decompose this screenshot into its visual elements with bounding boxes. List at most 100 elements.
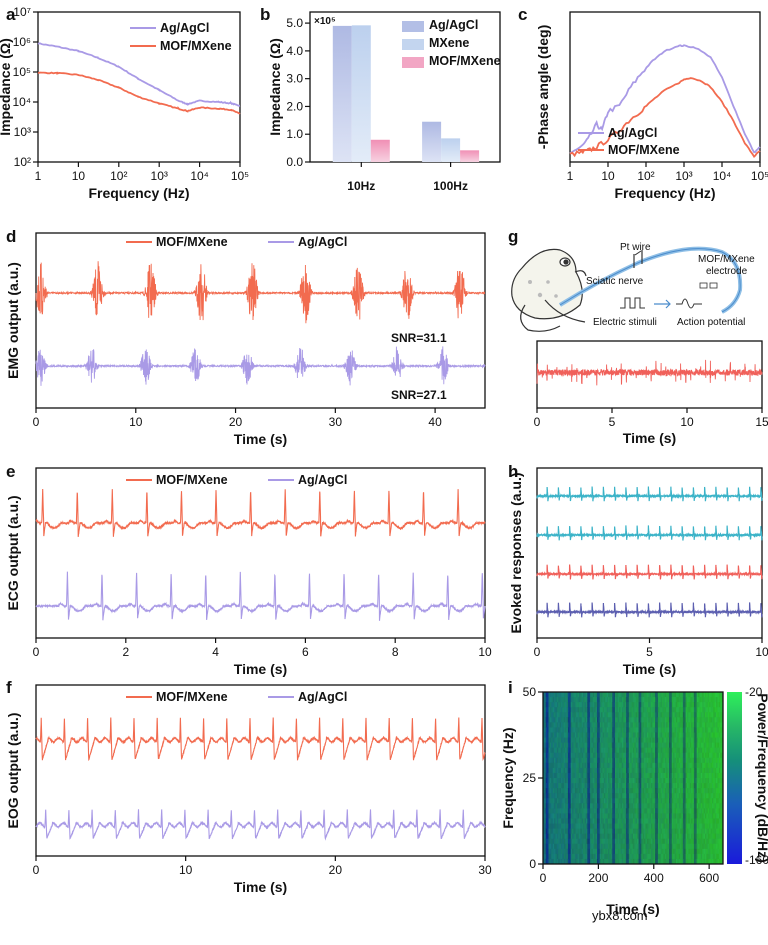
heatmap-cell — [587, 798, 590, 804]
heatmap-cell — [675, 833, 678, 840]
heatmap-cell — [703, 818, 706, 824]
heatmap-cell — [619, 843, 621, 850]
heatmap-cell — [639, 752, 642, 759]
heatmap-cell — [552, 712, 555, 718]
heatmap-cell — [707, 762, 710, 769]
heatmap-cell — [628, 828, 631, 835]
heatmap-cell — [709, 788, 711, 794]
heatmap-cell — [574, 722, 577, 728]
heatmap-cell — [682, 697, 685, 703]
heatmap-cell — [544, 742, 547, 749]
heatmap-cell — [671, 747, 674, 754]
heatmap-cell — [682, 732, 685, 738]
heatmap-cell — [562, 767, 565, 774]
heatmap-cell — [709, 793, 711, 799]
heatmap-cell — [639, 828, 642, 835]
heatmap-cell — [599, 843, 602, 850]
x-tick-label-d: 30 — [329, 415, 343, 429]
heatmap-cell — [705, 858, 707, 865]
heatmap-cell — [713, 798, 716, 804]
heatmap-cell — [630, 798, 633, 804]
heatmap-cell — [709, 808, 711, 814]
heatmap-cell — [603, 717, 606, 723]
heatmap-cell — [711, 818, 714, 824]
heatmap-cell — [716, 767, 718, 774]
heatmap-cell — [637, 702, 639, 708]
heatmap-cell — [666, 853, 669, 860]
heatmap-cell — [666, 778, 669, 784]
x-tick-label-g: 10 — [680, 415, 694, 429]
heatmap-cell — [657, 742, 660, 749]
heatmap-cell — [642, 702, 645, 708]
heatmap-cell — [644, 803, 646, 809]
heatmap-cell — [591, 798, 594, 804]
heatmap-cell — [639, 742, 642, 749]
heatmap-cell — [635, 752, 638, 759]
heatmap-cell — [648, 843, 651, 850]
heatmap-cell — [634, 742, 637, 749]
heatmap-cell — [652, 828, 655, 835]
heatmap-cell — [555, 803, 558, 809]
heatmap-cell — [591, 788, 594, 794]
heatmap-cell — [666, 798, 669, 804]
heatmap-cell — [689, 697, 692, 703]
heatmap-cell — [552, 717, 555, 723]
heatmap-cell — [713, 767, 716, 774]
heatmap-cell — [569, 833, 572, 840]
heatmap-cell — [637, 712, 639, 718]
heatmap-cell — [714, 757, 717, 764]
heatmap-cell — [580, 727, 583, 733]
heatmap-cell — [549, 772, 552, 779]
heatmap-cell — [626, 702, 628, 708]
heatmap-cell — [710, 757, 713, 764]
heatmap-cell — [548, 697, 551, 703]
heatmap-cell — [655, 858, 657, 865]
heatmap-cell — [660, 813, 663, 819]
heatmap-cell — [572, 702, 574, 708]
heatmap-cell — [631, 757, 634, 764]
x-axis-label-h: Time (s) — [623, 661, 676, 677]
heatmap-cell — [699, 788, 702, 794]
heatmap-cell — [662, 747, 664, 754]
heatmap-cell — [626, 767, 628, 774]
heatmap-cell — [597, 788, 599, 794]
heatmap-cell — [598, 702, 601, 708]
heatmap-cell — [616, 803, 619, 809]
heatmap-cell — [642, 798, 645, 804]
heatmap-cell — [552, 702, 555, 708]
heatmap-cell — [652, 732, 655, 738]
heatmap-cell — [543, 722, 545, 728]
heatmap-cell — [716, 858, 718, 865]
heatmap-cell — [567, 828, 570, 835]
heatmap-cell — [656, 712, 659, 718]
heatmap-cell — [570, 757, 573, 764]
heatmap-cell — [610, 793, 613, 799]
heatmap-cell — [702, 767, 705, 774]
heatmap-cell — [576, 767, 579, 774]
heatmap-cell — [681, 762, 684, 769]
heatmap-cell — [680, 803, 682, 809]
heatmap-cell — [544, 838, 547, 845]
heatmap-cell — [545, 697, 548, 703]
heatmap-cell — [710, 793, 713, 799]
heatmap-cell — [663, 833, 666, 840]
heatmap-cell — [645, 712, 648, 718]
heatmap-cell — [581, 783, 584, 789]
heatmap-cell — [591, 778, 594, 784]
legend-entry-c: Ag/AgCl — [608, 126, 657, 140]
heatmap-cell — [667, 697, 670, 703]
heatmap-cell — [710, 838, 713, 845]
heatmap-cell — [628, 848, 631, 855]
heatmap-cell — [603, 848, 606, 855]
heatmap-cell — [561, 798, 563, 804]
heatmap-cell — [657, 692, 660, 698]
heatmap-cell — [646, 798, 649, 804]
heatmap-cell — [585, 742, 588, 749]
heatmap-cell — [693, 813, 696, 819]
y-axis-label-h: Evoked responses (a.u.) — [508, 472, 524, 633]
heatmap-cell — [716, 803, 718, 809]
heatmap-cell — [644, 788, 646, 794]
heatmap-cell — [566, 848, 569, 855]
heatmap-cell — [673, 838, 675, 845]
heatmap-cell — [703, 727, 706, 733]
